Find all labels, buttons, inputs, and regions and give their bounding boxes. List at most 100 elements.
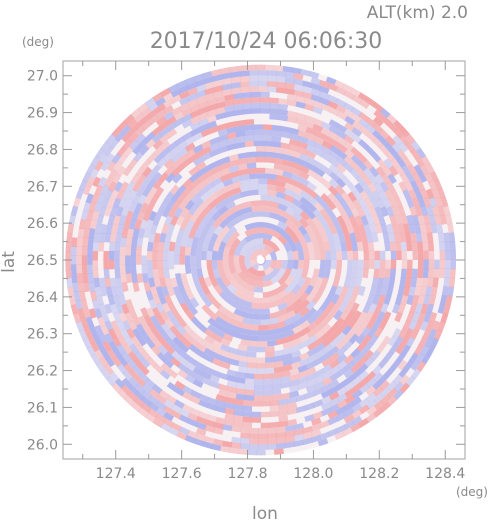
radar-bin bbox=[327, 428, 339, 437]
radar-bin bbox=[163, 111, 175, 121]
radar-bin bbox=[439, 214, 448, 225]
radar-bin bbox=[273, 349, 284, 357]
radar-bin bbox=[258, 438, 268, 445]
radar-bin bbox=[258, 341, 268, 347]
radar-bin bbox=[386, 121, 398, 132]
radar-bin bbox=[136, 173, 147, 185]
radar-bin bbox=[143, 227, 151, 239]
radar-bin bbox=[363, 167, 374, 179]
radar-bin bbox=[406, 259, 413, 270]
radar-bin bbox=[390, 149, 401, 161]
radar-bin bbox=[258, 324, 268, 331]
radar-bin bbox=[185, 155, 197, 165]
radar-bin bbox=[445, 295, 453, 306]
radar-bin bbox=[320, 407, 332, 417]
radar-bin bbox=[264, 266, 274, 276]
radar-bin bbox=[159, 133, 170, 144]
radar-bin bbox=[262, 249, 270, 257]
radar-bin bbox=[129, 343, 140, 355]
radar-bin bbox=[184, 136, 196, 146]
radar-bin bbox=[363, 349, 374, 361]
radar-bin bbox=[295, 101, 306, 109]
radar-bin bbox=[392, 374, 403, 385]
radar-bin bbox=[111, 126, 122, 138]
radar-bin bbox=[136, 237, 144, 248]
radar-bin bbox=[236, 285, 247, 295]
radar-bin bbox=[325, 208, 336, 219]
radar-bin bbox=[132, 228, 140, 239]
radar-bin bbox=[246, 367, 257, 374]
radar-bin bbox=[170, 317, 181, 329]
radar-bin bbox=[253, 140, 264, 147]
radar-bin bbox=[409, 352, 419, 364]
radar-bin bbox=[253, 135, 264, 141]
radar-bin bbox=[65, 241, 72, 252]
radar-bin bbox=[274, 448, 284, 455]
radar-bin bbox=[67, 286, 75, 297]
radar-bin bbox=[405, 197, 415, 209]
radar-bin bbox=[242, 399, 253, 407]
radar-bin bbox=[108, 328, 118, 340]
radar-bin bbox=[280, 375, 291, 384]
radar-bin bbox=[262, 222, 273, 230]
radar-bin bbox=[393, 120, 404, 131]
radar-bin bbox=[230, 71, 241, 78]
radar-bin bbox=[225, 213, 237, 223]
radar-bin bbox=[112, 311, 122, 323]
radar-bin bbox=[204, 87, 215, 96]
radar-bin bbox=[372, 294, 381, 306]
radar-bin bbox=[289, 390, 300, 398]
radar-bin bbox=[267, 427, 278, 434]
y-axis-label: lat bbox=[0, 251, 19, 273]
radar-bin bbox=[120, 237, 127, 248]
radar-bin bbox=[299, 210, 310, 221]
radar-bin bbox=[358, 118, 369, 129]
radar-bin bbox=[312, 399, 324, 408]
radar-bin bbox=[418, 336, 428, 348]
radar-bin bbox=[287, 407, 298, 415]
radar-bin bbox=[207, 414, 218, 423]
radar-bin bbox=[200, 152, 212, 162]
radar-bin bbox=[247, 266, 258, 276]
radar-bin bbox=[290, 167, 302, 177]
radar-bin bbox=[313, 356, 325, 366]
radar-bin bbox=[331, 301, 342, 313]
radar-bin bbox=[264, 244, 274, 254]
radar-bin bbox=[260, 91, 270, 98]
radar-bin bbox=[282, 153, 293, 162]
radar-bin bbox=[231, 330, 242, 339]
radar-bin bbox=[177, 192, 188, 203]
radar-bin bbox=[271, 372, 282, 379]
radar-bin bbox=[372, 386, 384, 397]
radar-bin bbox=[239, 263, 249, 275]
radar-bin bbox=[373, 399, 385, 411]
radar-bin bbox=[346, 285, 355, 297]
radar-bin bbox=[100, 223, 108, 234]
radar-bin bbox=[262, 279, 273, 288]
radar-bin bbox=[330, 215, 340, 227]
radar-bin bbox=[170, 191, 181, 203]
radar-bin bbox=[286, 110, 298, 118]
radar-bin bbox=[213, 438, 224, 447]
radar-bin bbox=[321, 351, 333, 361]
radar-bin bbox=[304, 414, 315, 423]
radar-bin bbox=[158, 389, 170, 400]
radar-bin bbox=[251, 91, 261, 98]
radar-bin bbox=[188, 166, 200, 177]
radar-bin bbox=[177, 317, 188, 328]
radar-bin bbox=[325, 76, 337, 85]
radar-bin bbox=[188, 204, 199, 216]
radar-bin bbox=[224, 396, 235, 404]
radar-bin bbox=[392, 135, 403, 146]
radar-bin bbox=[125, 255, 131, 265]
radar-bin bbox=[343, 354, 355, 365]
radar-bin bbox=[196, 433, 207, 442]
radar-bin bbox=[297, 135, 308, 144]
radar-bin bbox=[209, 142, 220, 152]
radar-bin bbox=[347, 183, 358, 194]
radar-bin bbox=[239, 184, 250, 193]
radar-bin bbox=[290, 361, 302, 370]
radar-bin bbox=[122, 343, 133, 355]
radar-bin bbox=[207, 268, 215, 279]
radar-bin bbox=[293, 422, 305, 431]
